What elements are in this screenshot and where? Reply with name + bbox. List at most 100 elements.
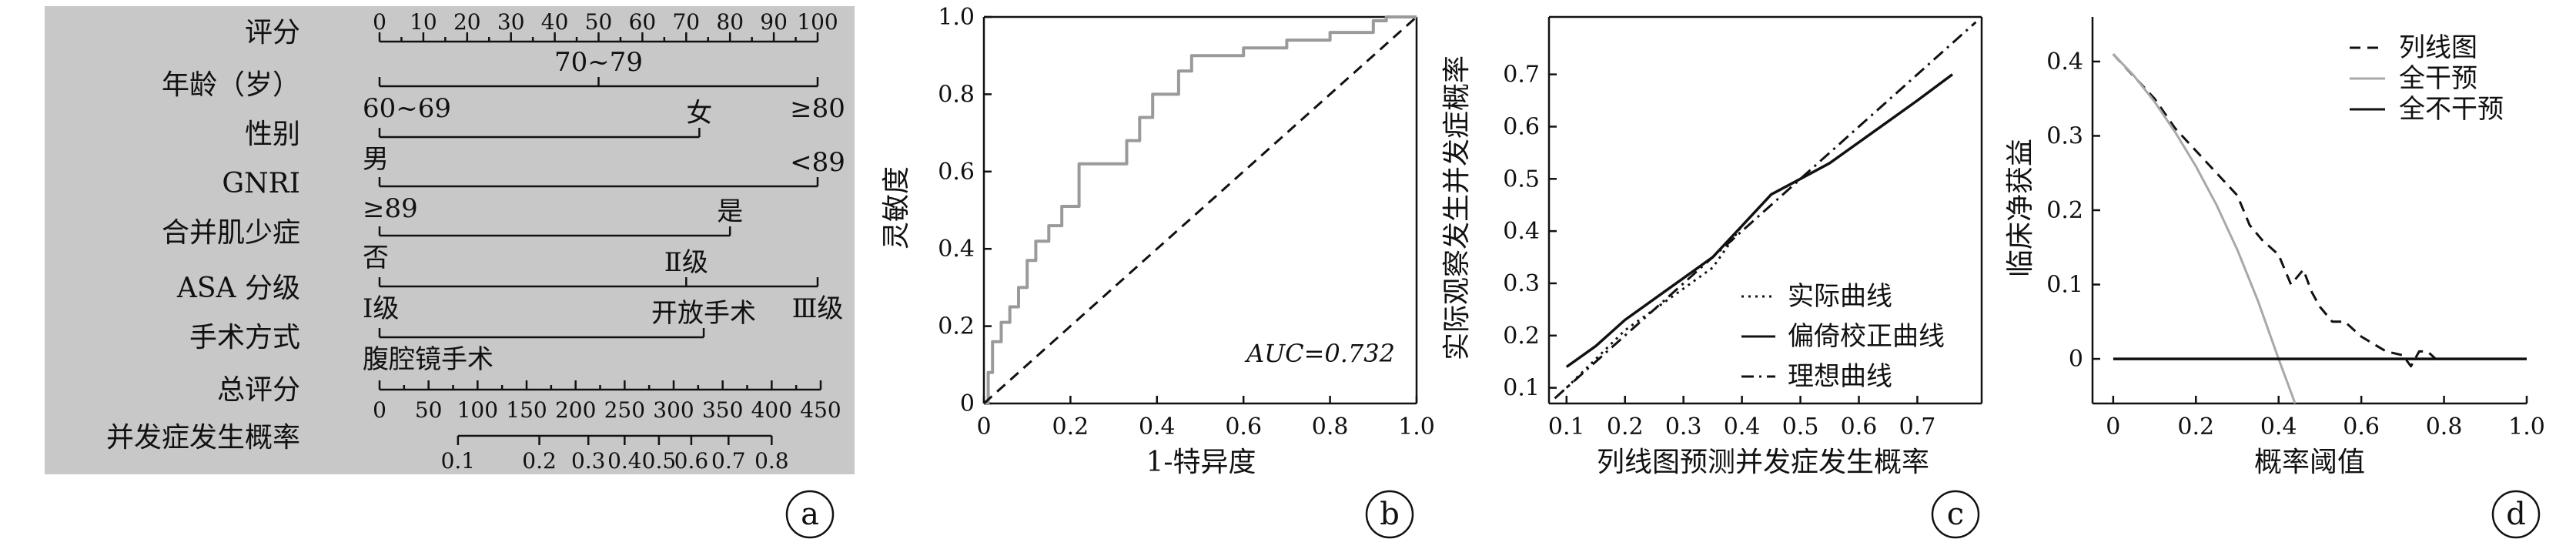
- dca-x-tick-label: 0.4: [2260, 413, 2297, 440]
- nomogram-background: [45, 6, 855, 474]
- roc-x-tick-label: 0.4: [1139, 413, 1176, 440]
- points-axis-tick-label: 100: [797, 9, 838, 35]
- total-points-tick-label: 100: [457, 397, 498, 423]
- total-points-tick-label: 50: [415, 397, 443, 423]
- calibration-y-tick-label: 0.6: [1503, 113, 1540, 140]
- panel-label-circle: [785, 490, 835, 539]
- calibration-series-line: [1554, 21, 1977, 400]
- probability-axis-tick-label: 0.5: [642, 448, 677, 474]
- points-axis-tick-label: 60: [629, 9, 657, 35]
- points-axis-tick-label: 10: [410, 9, 437, 35]
- calibration-x-tick-label: 0.3: [1665, 413, 1702, 440]
- roc-curve: [984, 15, 1417, 405]
- nomogram-row-label: 性别: [245, 119, 300, 150]
- dca-legend-label: 列线图: [2399, 32, 2477, 63]
- total-points-tick-label: 300: [653, 397, 694, 423]
- dca-x-tick-label: 0.8: [2426, 413, 2463, 440]
- points-axis-tick-label: 20: [453, 9, 481, 35]
- roc-y-tick-label: 0.4: [938, 236, 975, 263]
- calibration-legend-label: 偏倚校正曲线: [1788, 321, 1945, 352]
- dca-x-tick-label: 0.6: [2343, 413, 2380, 440]
- panel-label: b: [1380, 497, 1400, 532]
- probability-axis-tick-label: 0.3: [571, 448, 606, 474]
- points-axis-tick-label: 90: [760, 9, 788, 35]
- points-axis-tick-label: 70: [672, 9, 700, 35]
- panel-label-circle: [2491, 490, 2541, 539]
- roc-x-axis-label: 1-特异度: [1146, 447, 1256, 478]
- predictor-level-label: Ⅱ级: [664, 247, 708, 278]
- panel-label: c: [1947, 497, 1964, 532]
- dca-y-tick-label: 0.3: [2046, 122, 2083, 149]
- roc-y-tick-label: 0.2: [938, 313, 975, 340]
- total-points-tick-label: 450: [800, 397, 841, 423]
- points-axis-tick-label: 40: [541, 9, 569, 35]
- calibration-x-tick-label: 0.6: [1841, 413, 1878, 440]
- points-axis-tick-label: 0: [373, 9, 386, 35]
- calibration-x-tick-label: 0.2: [1607, 413, 1644, 440]
- calibration-legend-label: 理想曲线: [1788, 361, 1892, 392]
- predictor-level-label: ≥89: [363, 193, 418, 224]
- dca-y-tick-label: 0.1: [2046, 272, 2083, 299]
- nomogram-row-label: ASA 分级: [176, 273, 300, 304]
- calibration-y-tick-label: 0.4: [1503, 218, 1540, 245]
- roc-y-tick-label: 0.6: [938, 159, 975, 186]
- nomogram-row-label: 并发症发生概率: [106, 422, 300, 454]
- predictor-level-label: Ⅰ级: [363, 293, 399, 324]
- roc-x-tick-label: 0.2: [1052, 413, 1089, 440]
- roc-x-tick-label: 0.8: [1312, 413, 1349, 440]
- total-points-tick-label: 200: [555, 397, 596, 423]
- total-points-tick-label: 350: [702, 397, 743, 423]
- calibration-y-tick-label: 0.5: [1503, 166, 1540, 192]
- dca-series-line: [2112, 53, 2297, 404]
- predictor-level-label: 否: [363, 243, 389, 273]
- dca-x-axis-label: 概率阈值: [2254, 447, 2365, 478]
- dca-x-tick-label: 1.0: [2508, 413, 2545, 440]
- dca-y-tick-label: 0.4: [2046, 49, 2083, 75]
- calibration-y-tick-label: 0.1: [1503, 375, 1540, 402]
- roc-x-tick-label: 0.6: [1225, 413, 1262, 440]
- probability-axis-tick-label: 0.7: [711, 448, 746, 474]
- roc-reference-line: [983, 15, 1417, 405]
- roc-y-axis-label: 灵敏度: [881, 166, 912, 249]
- calibration-x-tick-label: 0.5: [1782, 413, 1819, 440]
- panel-label: a: [801, 497, 819, 532]
- dca-series-line: [2112, 53, 2444, 368]
- probability-axis-tick-label: 0.2: [522, 448, 557, 474]
- predictor-level-label: <89: [790, 147, 845, 178]
- nomogram-row-label: 合并肌少症: [162, 217, 300, 249]
- nomogram-row-label: 评分: [245, 17, 300, 49]
- roc-y-tick-label: 0: [960, 390, 975, 417]
- roc-y-tick-label: 0.8: [938, 81, 975, 108]
- calibration-x-axis-label: 列线图预测并发症发生概率: [1597, 447, 1929, 478]
- probability-axis-tick-label: 0.8: [754, 448, 789, 474]
- roc-x-tick-label: 0: [976, 413, 991, 440]
- total-points-tick-label: 0: [373, 397, 386, 423]
- nomogram-row-label: 年龄（岁）: [162, 69, 300, 101]
- dca-y-tick-label: 0: [2069, 346, 2083, 373]
- total-points-tick-label: 400: [751, 397, 792, 423]
- predictor-level-label: 男: [363, 144, 389, 175]
- calibration-y-tick-label: 0.7: [1503, 62, 1540, 89]
- dca-y-axis-label: 临床净获益: [2005, 139, 2036, 277]
- total-points-tick-label: 250: [604, 397, 645, 423]
- predictor-level-label: 腹腔镜手术: [363, 344, 493, 375]
- dca-x-tick-label: 0: [2106, 413, 2120, 440]
- predictor-level-label: ≥80: [790, 93, 845, 124]
- dca-y-tick-label: 0.2: [2046, 197, 2083, 224]
- points-axis-tick-label: 30: [497, 9, 525, 35]
- dca-x-tick-label: 0.2: [2177, 413, 2214, 440]
- calibration-x-tick-label: 0.1: [1548, 413, 1585, 440]
- probability-axis-tick-label: 0.1: [441, 448, 476, 474]
- dca-legend-label: 全不干预: [2399, 94, 2504, 125]
- dca-legend-label: 全干预: [2399, 63, 2477, 94]
- calibration-x-tick-label: 0.7: [1899, 413, 1936, 440]
- nomogram-row-label: 手术方式: [189, 322, 300, 353]
- predictor-level-label: 60~69: [363, 93, 451, 124]
- probability-axis-tick-label: 0.6: [674, 448, 709, 474]
- calibration-y-axis-label: 实际观察发生并发症概率: [1441, 55, 1473, 360]
- points-axis-tick-label: 50: [585, 9, 613, 35]
- predictor-level-label: 70~79: [554, 47, 643, 78]
- nomogram-row-label: 总评分: [217, 374, 300, 406]
- roc-auc-annotation: AUC=0.732: [1244, 339, 1395, 368]
